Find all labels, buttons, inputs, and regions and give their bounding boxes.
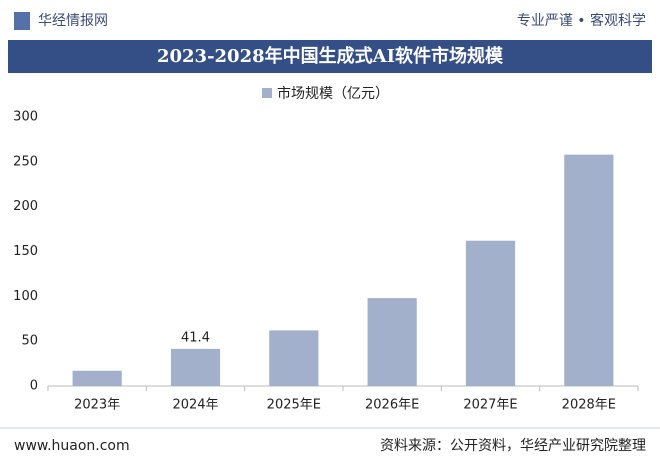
x-tick-label: 2025年E	[267, 398, 321, 413]
chart-title: 2023-2028年中国生成式AI软件市场规模	[157, 45, 504, 67]
bar	[72, 370, 122, 386]
website: www.huaon.com	[14, 438, 130, 454]
bar	[269, 330, 319, 386]
source: 资料来源：公开资料，华经产业研究院整理	[380, 438, 646, 454]
data-label: 41.4	[181, 330, 210, 345]
y-tick-label: 300	[13, 110, 38, 125]
slogan: 专业严谨 • 客观科学	[517, 12, 646, 29]
y-tick-label: 0	[30, 379, 38, 394]
legend-swatch	[262, 88, 272, 98]
y-tick-label: 100	[13, 289, 38, 304]
x-tick-label: 2027年E	[463, 398, 517, 413]
y-tick-label: 200	[13, 199, 38, 214]
bar	[564, 154, 614, 386]
brand: 华经情报网	[38, 13, 108, 29]
title-band	[8, 40, 652, 73]
bar	[465, 240, 516, 386]
y-tick-label: 150	[13, 244, 38, 259]
bar	[367, 298, 417, 386]
bar	[170, 348, 221, 386]
y-tick-label: 250	[13, 154, 38, 169]
x-tick-label: 2023年	[74, 398, 120, 413]
x-tick-label: 2024年	[172, 398, 218, 413]
x-tick-label: 2028年E	[562, 398, 616, 413]
y-tick-label: 50	[21, 334, 38, 349]
legend-label: 市场规模（亿元）	[277, 85, 389, 102]
logo	[14, 12, 30, 30]
x-tick-label: 2026年E	[365, 398, 419, 413]
